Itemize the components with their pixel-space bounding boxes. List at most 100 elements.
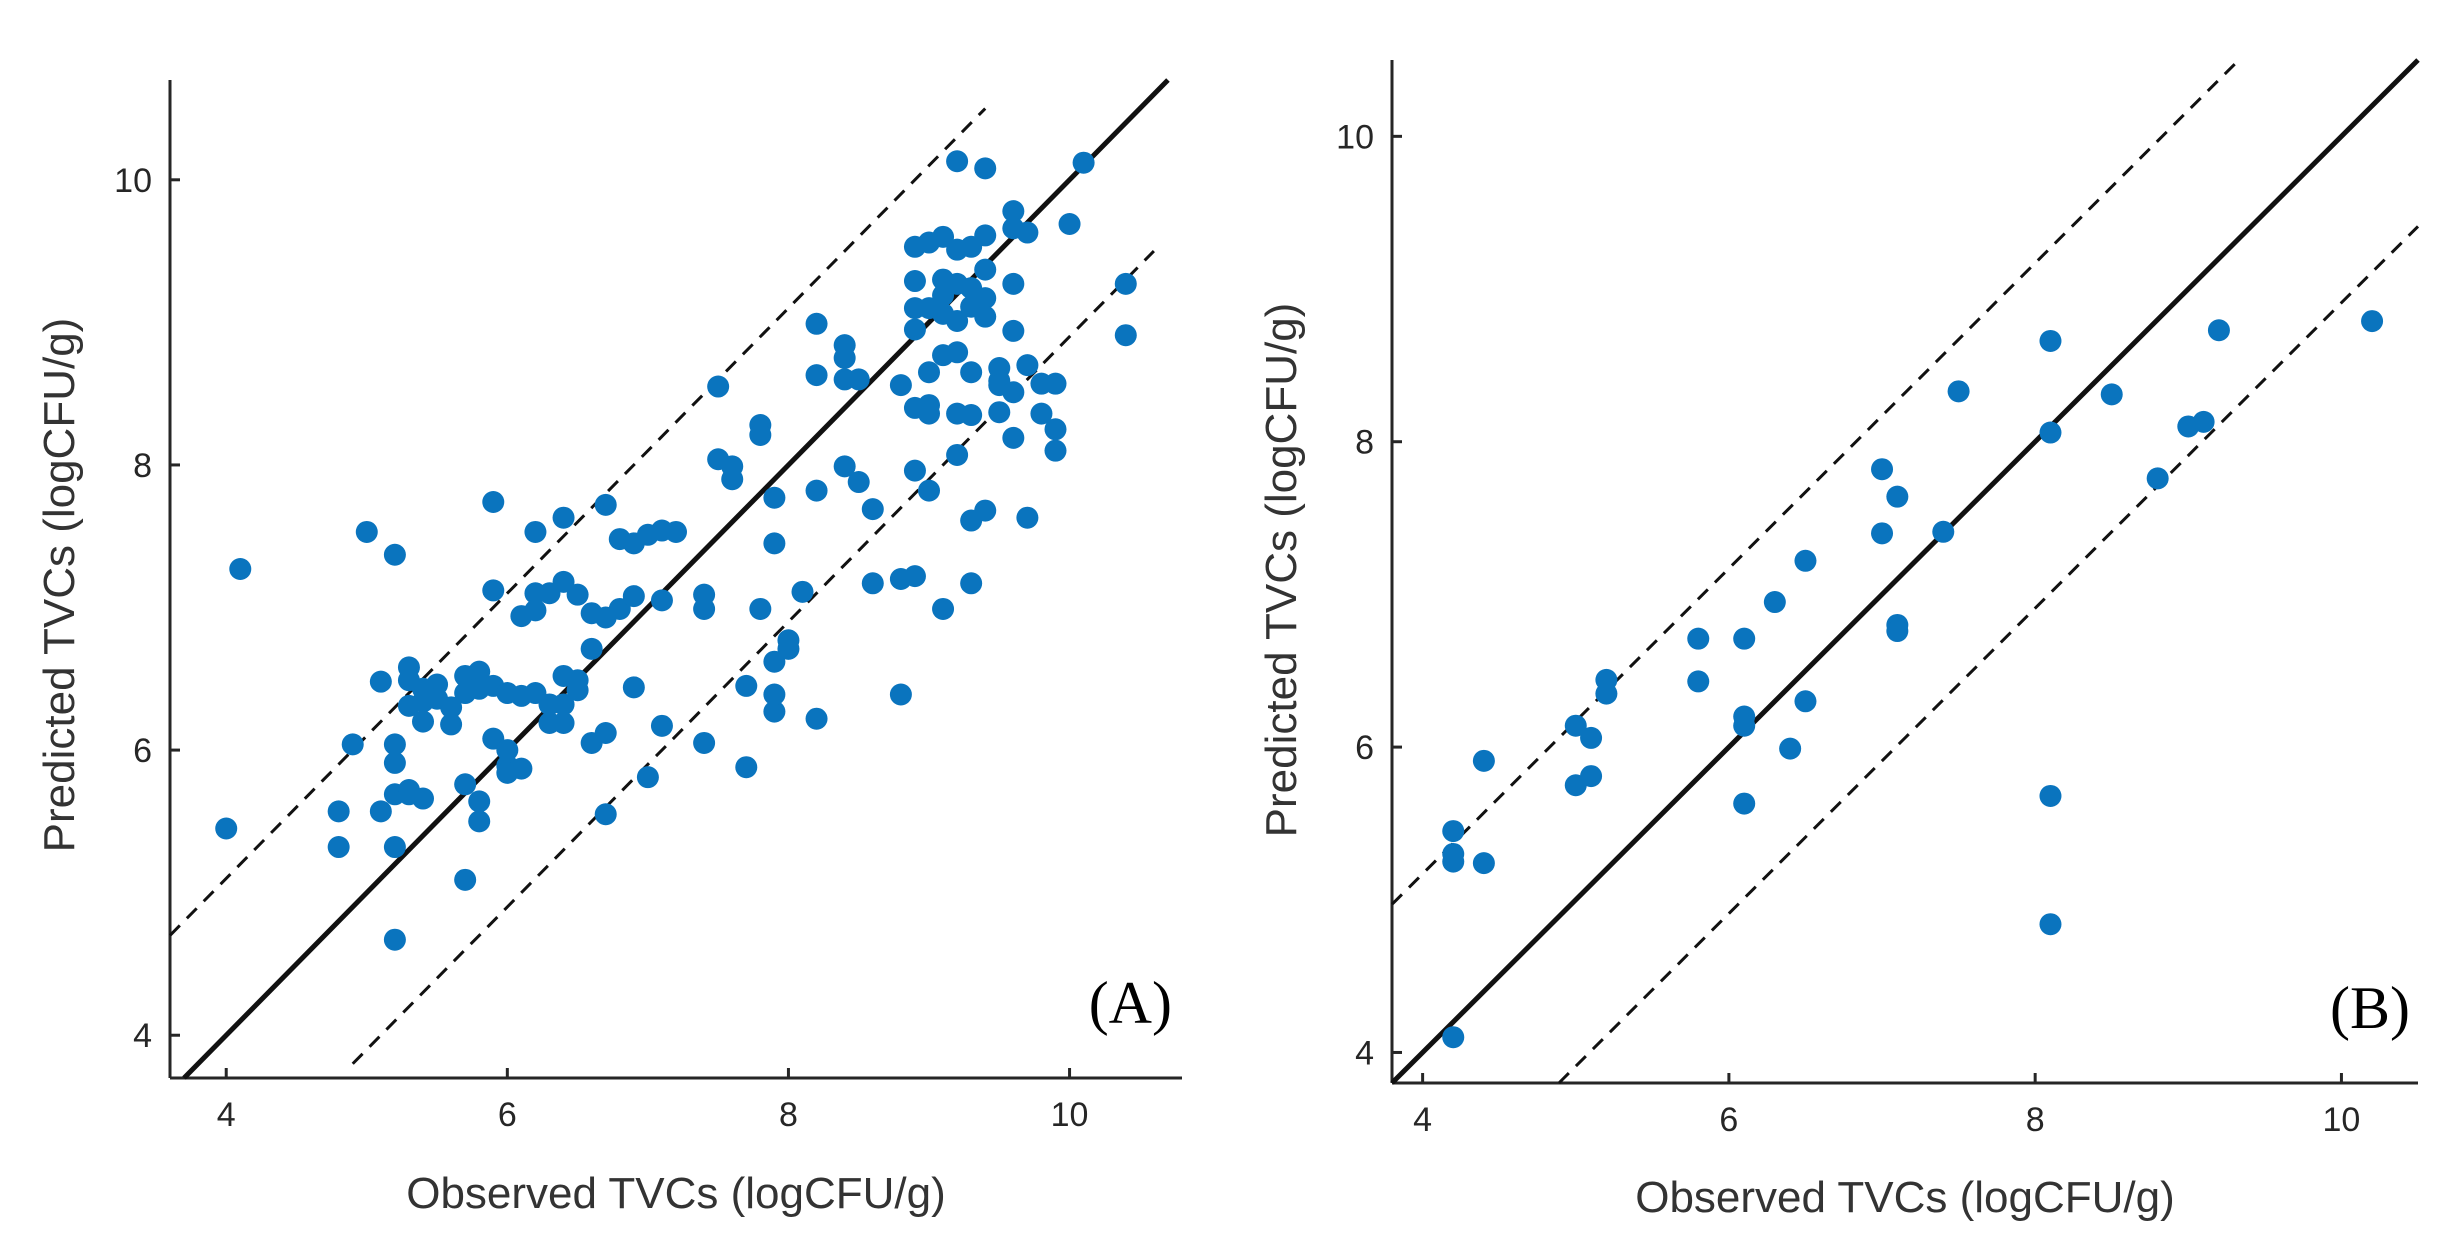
panel-a-y-tick-label: 8 bbox=[133, 447, 152, 485]
panel-b-data-point bbox=[1886, 485, 1909, 508]
panel-a-data-point bbox=[693, 583, 716, 606]
panel-a-data-point bbox=[1016, 506, 1039, 529]
panel-b-data-point bbox=[1871, 522, 1894, 545]
panel-a-data-point bbox=[650, 714, 673, 737]
panel-b-data-point bbox=[2146, 467, 2169, 490]
panel-a-data-point bbox=[327, 836, 350, 859]
panel-a-data-point bbox=[763, 700, 786, 723]
panel-a-data-point bbox=[1016, 221, 1039, 244]
panel-a-data-point bbox=[608, 597, 631, 620]
panel-a-data-point bbox=[1044, 418, 1067, 441]
panel-b-data-point bbox=[2039, 784, 2062, 807]
panel-a-data-point bbox=[763, 683, 786, 706]
panel-b-y-tick-label: 4 bbox=[1355, 1034, 1374, 1072]
panel-a-data-point bbox=[946, 341, 969, 364]
panel-a-data-point bbox=[1002, 200, 1025, 223]
panel-a-data-point bbox=[1044, 372, 1067, 395]
panel-b-data-point bbox=[1442, 842, 1465, 865]
panel-a-data-point bbox=[805, 312, 828, 335]
panel-a-label: (A) bbox=[1089, 970, 1172, 1036]
panel-b-upper-bound-line bbox=[1390, 58, 2240, 906]
panel-a-data-point bbox=[369, 800, 392, 823]
panel-a-y-tick-label: 10 bbox=[114, 162, 152, 200]
panel-a-data-point bbox=[383, 836, 406, 859]
panel-a-x-axis-title: Observed TVCs (logCFU/g) bbox=[406, 1169, 946, 1218]
panel-b-data-point bbox=[1932, 520, 1955, 543]
panel-a-data-point bbox=[889, 374, 912, 397]
panel-b-data-point bbox=[1442, 820, 1465, 843]
panel-a-data-point bbox=[468, 660, 491, 683]
panel-a-data-point bbox=[552, 570, 575, 593]
panel-a-data-point bbox=[1044, 439, 1067, 462]
panel-a-data-point bbox=[974, 157, 997, 180]
panel-b-data-point bbox=[1763, 591, 1786, 614]
panel-a-upper-bound-line bbox=[168, 107, 987, 937]
panel-a-data-point bbox=[833, 347, 856, 370]
panel-a-data-point bbox=[974, 287, 997, 310]
panel-a-data-point bbox=[974, 258, 997, 281]
panel-a-data-point bbox=[566, 679, 589, 702]
panel-b-data-point bbox=[1794, 549, 1817, 572]
panel-a-data-point bbox=[974, 499, 997, 522]
panel-a-data-point bbox=[946, 309, 969, 332]
panel-a-data-point bbox=[1114, 324, 1137, 347]
panel-a-data-point bbox=[960, 404, 983, 427]
panel-a-data-point bbox=[524, 599, 547, 622]
panel-a-data-point bbox=[974, 224, 997, 247]
panel-a-data-point bbox=[327, 800, 350, 823]
panel-a-data-point bbox=[946, 150, 969, 173]
panel-a-data-point bbox=[861, 572, 884, 595]
panel-a-x-tick-label: 4 bbox=[217, 1096, 236, 1134]
panel-a-data-point bbox=[763, 486, 786, 509]
panel-a-data-point bbox=[903, 270, 926, 293]
panel-a-data-point bbox=[454, 773, 477, 796]
panel-b-data-point bbox=[1947, 380, 1970, 403]
panel-a-data-point bbox=[1016, 354, 1039, 377]
panel-b-data-point bbox=[1687, 627, 1710, 650]
panel-a-data-point bbox=[566, 583, 589, 606]
panel-a-data-point bbox=[468, 790, 491, 813]
panel-b-data-point bbox=[2039, 421, 2062, 444]
panel-a-data-point bbox=[847, 368, 870, 391]
panel-b-lower-bound-line bbox=[1557, 225, 2420, 1085]
panel-a-data-point bbox=[763, 532, 786, 555]
panel-a-data-point bbox=[412, 710, 434, 733]
panel-b-data-point bbox=[1580, 726, 1603, 749]
panel-a-data-point bbox=[468, 810, 491, 833]
panel-b-y-tick-label: 10 bbox=[1336, 118, 1374, 156]
panel-a-data-point bbox=[960, 361, 983, 384]
panel-a-data-point bbox=[946, 443, 969, 466]
panel-a-data-point bbox=[1002, 426, 1025, 449]
panel-a-data-point bbox=[861, 498, 884, 521]
panel-a-data-point bbox=[903, 459, 926, 482]
panel-a-data-point bbox=[383, 733, 406, 756]
panel-a-data-point bbox=[918, 361, 940, 384]
panel-b-identity-line bbox=[1390, 58, 2420, 1085]
panel-b-data-point bbox=[2100, 383, 2123, 406]
panel-a-data-point bbox=[369, 670, 392, 693]
panel-a-data-point bbox=[1114, 272, 1137, 295]
panel-b-data-point bbox=[1564, 714, 1587, 737]
panel-b-data-point bbox=[1687, 670, 1710, 693]
panel-b-y-axis-title: Predicted TVCs (logCFU/g) bbox=[1257, 303, 1306, 838]
panel-a-x-tick-label: 10 bbox=[1051, 1096, 1089, 1134]
panel-b-data-point bbox=[2192, 410, 2215, 433]
panel-b-data-point bbox=[1580, 765, 1603, 788]
panel-b-data-point bbox=[1871, 458, 1894, 481]
panel-a-data-point bbox=[735, 674, 758, 697]
panel-a-data-point bbox=[482, 491, 505, 514]
panel-a-data-point bbox=[440, 696, 463, 719]
panel-a-data-point bbox=[594, 721, 617, 744]
panel-a-data-point bbox=[1072, 151, 1095, 174]
panel-b-data-point bbox=[2039, 913, 2062, 936]
panel-a-data-point bbox=[1002, 319, 1025, 342]
scatter-panel-a: 4 6 8 10 4 6 8 10 Observed TVCs (logCFU/g) Pred… bbox=[35, 78, 1182, 1218]
panel-b-data-point bbox=[1595, 668, 1618, 691]
panel-a-data-point bbox=[594, 803, 617, 826]
panel-a-data-point bbox=[693, 731, 716, 754]
panel-a-data-point bbox=[622, 585, 645, 608]
panel-a-data-point bbox=[903, 565, 926, 588]
panel-a-data-point bbox=[721, 468, 744, 491]
panel-a-y-tick-label: 4 bbox=[133, 1017, 152, 1055]
